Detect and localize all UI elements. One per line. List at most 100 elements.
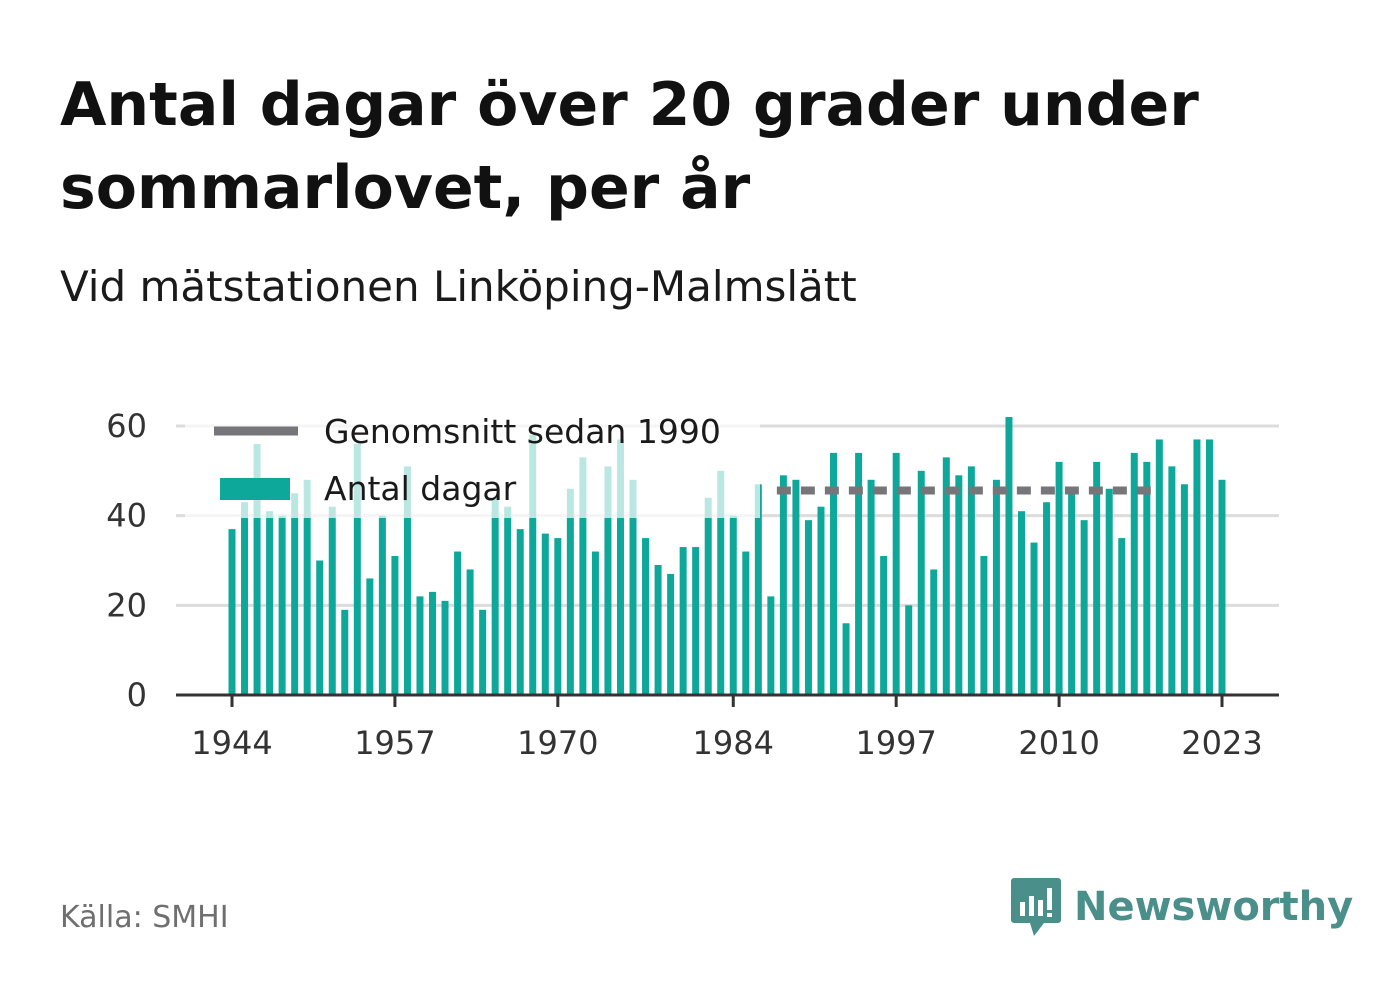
x-tick-label: 2010 (1018, 724, 1099, 762)
bar (767, 596, 775, 695)
bar (291, 493, 299, 695)
bar (1030, 542, 1038, 695)
bar (1193, 439, 1201, 695)
bar (930, 569, 938, 695)
bar (1180, 484, 1188, 695)
bar (253, 443, 261, 695)
bar (491, 497, 499, 695)
bar (228, 529, 236, 695)
bar (1168, 466, 1176, 695)
bar (366, 578, 374, 695)
bar (955, 475, 963, 695)
bar (980, 556, 988, 695)
x-tick-label: 1957 (354, 724, 435, 762)
legend: Genomsnitt sedan 1990 Antal dagar (185, 408, 760, 518)
x-tick-label: 2023 (1181, 724, 1262, 762)
source-note: Källa: SMHI (60, 900, 229, 935)
bar (241, 502, 249, 695)
bar (867, 479, 875, 695)
bar (792, 479, 800, 695)
bar (591, 551, 599, 695)
y-tick-label: 0 (127, 676, 147, 714)
chart-subtitle: Vid mätstationen Linköping-Malmslätt (60, 262, 857, 311)
bar (516, 529, 524, 695)
bar (742, 551, 750, 695)
bar (353, 443, 361, 695)
bar (1118, 538, 1126, 695)
x-axis-ticks: 1944 1957 1970 1984 1997 2010 2023 (191, 695, 1263, 762)
bar (303, 479, 311, 695)
bar (679, 547, 687, 695)
bar (905, 605, 913, 695)
brand-logo: Newsworthy (1010, 876, 1353, 938)
bar (729, 515, 737, 695)
bar (441, 600, 449, 695)
newsworthy-icon (1011, 878, 1061, 936)
bar (278, 515, 286, 695)
brand-name: Newsworthy (1074, 884, 1354, 930)
bar (817, 506, 825, 695)
y-tick-label: 20 (106, 586, 147, 624)
bar-chart: 0 20 40 60 1944 1957 1970 1984 1997 2010 2023 Gen… (106, 407, 1279, 762)
bar (554, 538, 562, 695)
bar (629, 479, 637, 695)
bar (403, 466, 411, 695)
bar (566, 488, 574, 695)
bar (992, 479, 1000, 695)
bar (855, 452, 863, 695)
bar (1068, 493, 1076, 695)
bar (1143, 461, 1151, 695)
bar (1205, 439, 1213, 695)
legend-average-label: Genomsnitt sedan 1990 (324, 412, 721, 451)
bar (529, 434, 537, 695)
bar (479, 609, 487, 695)
bar (880, 556, 888, 695)
bar (1155, 439, 1163, 695)
bar (667, 573, 675, 695)
y-axis-ticks: 0 20 40 60 (106, 407, 147, 714)
bar (1005, 417, 1013, 695)
bar (967, 466, 975, 695)
bar (830, 452, 838, 695)
bar (779, 475, 787, 695)
bar (416, 596, 424, 695)
bar (1017, 511, 1025, 695)
legend-bar-label: Antal dagar (324, 469, 517, 508)
bar (942, 457, 950, 695)
x-tick-label: 1984 (693, 724, 774, 762)
x-tick-label: 1970 (517, 724, 598, 762)
bar (1080, 520, 1088, 695)
bar (842, 623, 850, 695)
legend-bar-swatch (220, 478, 290, 500)
bar (1043, 502, 1051, 695)
bar (654, 564, 662, 695)
bar (604, 466, 612, 695)
bar (704, 497, 712, 695)
bar (378, 515, 386, 695)
bar (391, 556, 399, 695)
y-tick-label: 40 (106, 497, 147, 535)
bar (341, 609, 349, 695)
bar (454, 551, 462, 695)
bar (266, 511, 274, 695)
bar (466, 569, 474, 695)
chart-title: Antal dagar över 20 grader under sommarl… (60, 70, 1199, 223)
bar (1055, 461, 1063, 695)
bar (717, 470, 725, 695)
bar-series (228, 417, 1226, 695)
bar (1093, 461, 1101, 695)
bar (804, 520, 812, 695)
y-tick-label: 60 (106, 407, 147, 445)
bar (692, 547, 700, 695)
bar (328, 506, 336, 695)
x-tick-label: 1944 (191, 724, 272, 762)
bar (892, 452, 900, 695)
bar (642, 538, 650, 695)
bar (1218, 479, 1226, 695)
bar (917, 470, 925, 695)
bar (541, 533, 549, 695)
bar (1130, 452, 1138, 695)
x-tick-label: 1997 (855, 724, 936, 762)
bar (316, 560, 324, 695)
bar (429, 591, 437, 695)
